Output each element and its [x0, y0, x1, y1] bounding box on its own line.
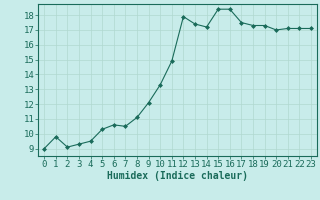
X-axis label: Humidex (Indice chaleur): Humidex (Indice chaleur)	[107, 171, 248, 181]
